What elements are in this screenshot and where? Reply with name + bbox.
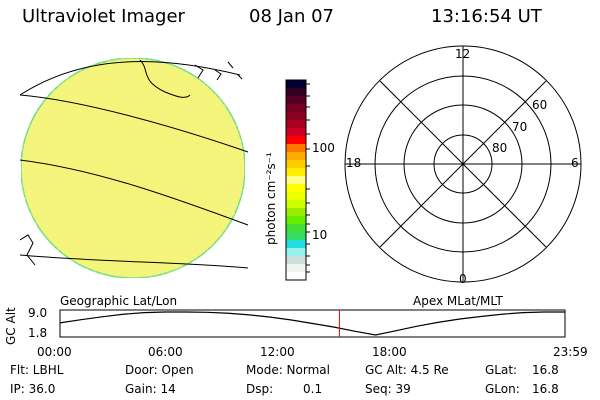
colorbar-swatch: [286, 240, 306, 249]
colorbar-swatch: [286, 224, 306, 233]
mlat-label-60: 60: [532, 98, 548, 112]
colorbar: [285, 79, 307, 281]
polar-grid: [344, 45, 582, 283]
colorbar-frame: [285, 79, 307, 281]
xtick-24: 23:59: [553, 345, 588, 359]
filter-info: Flt: LBHL: [10, 363, 64, 377]
right-panel-label: Apex MLat/MLT: [413, 294, 503, 308]
colorbar-swatch: [286, 120, 306, 129]
uv-image: [20, 57, 249, 279]
colorbar-swatch: [286, 256, 306, 265]
altitude-axis-label: GC Alt: [4, 307, 18, 345]
date-label: 08 Jan 07: [249, 6, 334, 27]
colorbar-ticks: [306, 83, 310, 273]
colorbar-swatch: [286, 104, 306, 113]
colorbar-swatch: [286, 248, 306, 257]
mlt-label-0: 0: [459, 272, 467, 286]
ip-info: IP: 36.0: [10, 382, 56, 396]
mlt-label-18: 18: [346, 156, 362, 170]
xtick-18: 18:00: [372, 345, 407, 359]
colorbar-swatch: [286, 192, 306, 201]
gc-alt-info: GC Alt: 4.5 Re: [365, 363, 449, 377]
mlat-label-70: 70: [512, 120, 528, 134]
xtick-0: 00:00: [37, 345, 72, 359]
colorbar-swatch: [286, 152, 306, 161]
glon-value: 16.8: [532, 382, 559, 396]
seq-info: Seq: 39: [365, 382, 411, 396]
glat-label: GLat:: [485, 363, 518, 377]
colorbar-swatch: [286, 88, 306, 97]
left-panel-label: Geographic Lat/Lon: [60, 294, 178, 308]
ytick-1-8: 1.8: [28, 326, 48, 340]
colorbar-swatch: [286, 264, 306, 273]
colorbar-swatch: [286, 208, 306, 217]
colorbar-swatch: [286, 232, 306, 241]
xtick-6: 06:00: [148, 345, 183, 359]
colorbar-swatch: [286, 160, 306, 169]
mlat-label-80: 80: [492, 141, 508, 155]
gain-info: Gain: 14: [125, 382, 176, 396]
colorbar-tick-100: 100: [312, 141, 335, 155]
door-info: Door: Open: [125, 363, 194, 377]
dsp-value: 0.1: [303, 382, 323, 396]
time-label: 13:16:54 UT: [431, 6, 542, 27]
mlt-label-12: 12: [455, 47, 471, 61]
colorbar-swatch: [286, 112, 306, 121]
colorbar-swatch: [286, 96, 306, 105]
mlt-label-6: 6: [571, 156, 579, 170]
colorbar-tick-10: 10: [312, 228, 328, 242]
colorbar-swatch: [286, 272, 306, 281]
instrument-title: Ultraviolet Imager: [22, 6, 185, 27]
colorbar-swatch: [286, 136, 306, 145]
glon-label: GLon:: [485, 382, 520, 396]
colorbar-label: photon cm⁻²s⁻¹: [264, 152, 278, 245]
dsp-label: Dsp:: [246, 382, 274, 396]
colorbar-swatch: [286, 176, 306, 185]
glat-value: 16.8: [532, 363, 559, 377]
latitude-lines: [20, 59, 249, 269]
colorbar-swatch: [286, 184, 306, 193]
colorbar-swatch: [286, 128, 306, 137]
colorbar-swatch: [286, 144, 306, 153]
ytick-9: 9.0: [28, 306, 48, 320]
altitude-plot-frame: [59, 309, 566, 338]
colorbar-swatch: [286, 200, 306, 209]
colorbar-swatch: [286, 168, 306, 177]
xtick-12: 12:00: [260, 345, 295, 359]
altitude-curve: [59, 311, 565, 336]
mode-info: Mode: Normal: [246, 363, 330, 377]
colorbar-swatch: [286, 80, 306, 89]
colorbar-swatch: [286, 216, 306, 225]
